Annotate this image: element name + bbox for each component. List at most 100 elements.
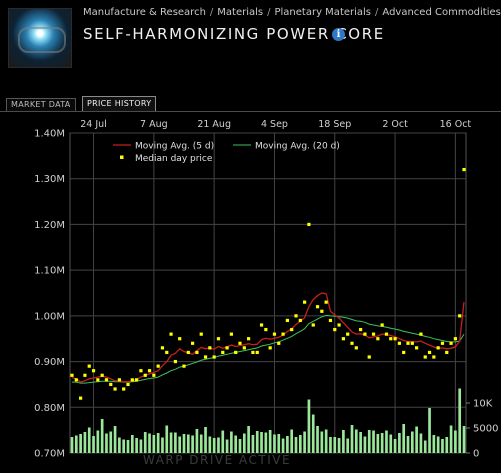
- median-price-point: [212, 355, 216, 359]
- legend-label-median: Median day price: [135, 154, 213, 164]
- median-price-point: [294, 314, 298, 318]
- plot-area: [69, 132, 467, 454]
- volume-bar: [290, 429, 294, 453]
- median-price-point: [277, 341, 281, 345]
- volume-bar: [195, 429, 199, 453]
- median-price-point: [70, 373, 74, 377]
- volume-bar: [337, 438, 341, 453]
- median-price-point: [79, 396, 83, 400]
- info-icon[interactable]: i: [332, 28, 345, 41]
- median-price-point: [255, 350, 259, 355]
- volume-bar: [350, 425, 354, 453]
- legend-swatch-median: [120, 155, 124, 159]
- volume-bar: [410, 431, 414, 453]
- median-price-point: [315, 305, 320, 309]
- volume-bar: [74, 435, 78, 453]
- volume-bar: [354, 429, 358, 453]
- breadcrumb-item-manufacture[interactable]: Manufacture & Research: [83, 7, 206, 18]
- median-price-point: [225, 346, 229, 350]
- median-price-point: [147, 369, 152, 373]
- y-tick-label: 0.80M: [34, 403, 65, 414]
- median-price-point: [359, 327, 363, 332]
- median-price-point: [303, 300, 307, 304]
- volume-bar: [83, 432, 87, 453]
- median-price-point: [449, 341, 453, 345]
- volume-tick-label: 10K: [473, 399, 493, 410]
- volume-bar: [273, 434, 276, 453]
- tab-market-data[interactable]: MARKET DATA: [6, 98, 76, 111]
- median-price-point: [458, 314, 462, 318]
- y-tick-label: 1.10M: [34, 266, 65, 277]
- x-tick-label: 16 Oct: [440, 119, 472, 130]
- volume-bar: [105, 433, 108, 453]
- volume-bar: [372, 430, 375, 453]
- median-price-point: [229, 332, 233, 336]
- median-price-point: [139, 369, 143, 373]
- median-price-point: [143, 373, 147, 377]
- median-price-point: [178, 337, 182, 341]
- volume-bar: [402, 424, 406, 453]
- volume-bar: [324, 429, 328, 453]
- median-price-point: [87, 364, 91, 368]
- volume-bar: [294, 437, 298, 453]
- median-price-point: [354, 346, 358, 350]
- volume-bar: [436, 436, 440, 453]
- volume-bar: [87, 427, 91, 453]
- volume-tick-label: 5000: [473, 424, 498, 435]
- volume-bar: [445, 437, 449, 453]
- volume-bar: [182, 434, 186, 453]
- median-price-point: [298, 318, 302, 323]
- volume-bar: [458, 388, 462, 453]
- x-tick-label: 4 Sep: [261, 119, 288, 130]
- volume-bar: [230, 431, 233, 453]
- volume-bar: [316, 426, 319, 453]
- median-price-point: [91, 369, 96, 373]
- volume-bar: [380, 433, 384, 453]
- volume-bar: [393, 439, 397, 453]
- median-price-point: [251, 350, 255, 355]
- breadcrumb-item-planetary-materials[interactable]: Planetary Materials: [274, 7, 372, 18]
- volume-bar: [242, 433, 246, 453]
- median-price-point: [152, 373, 156, 377]
- breadcrumb-item-advanced-commodities[interactable]: Advanced Commodities: [382, 7, 501, 18]
- median-price-point: [285, 318, 289, 323]
- volume-bar: [432, 435, 436, 453]
- volume-bar: [255, 431, 259, 453]
- x-tick-label: 2 Oct: [382, 119, 408, 130]
- volume-bar: [165, 425, 169, 453]
- volume-bar: [359, 432, 362, 453]
- median-price-point: [328, 318, 333, 323]
- median-price-point: [436, 346, 440, 350]
- median-price-point: [432, 355, 436, 359]
- median-price-point: [367, 355, 371, 359]
- breadcrumb-item-materials[interactable]: Materials: [217, 7, 264, 18]
- volume-bar: [277, 434, 281, 453]
- volume-bar: [415, 426, 418, 453]
- median-price-point: [290, 327, 294, 332]
- median-price-point: [393, 337, 397, 341]
- volume-bar: [303, 431, 306, 453]
- x-tick-label: 24 Jul: [80, 119, 107, 130]
- volume-bar: [333, 437, 337, 453]
- volume-bar: [96, 430, 100, 453]
- status-watermark: WARP DRIVE ACTIVE: [143, 453, 292, 467]
- volume-bar: [251, 435, 255, 453]
- median-price-point: [272, 332, 277, 336]
- median-price-point: [307, 222, 311, 227]
- median-price-point: [221, 350, 225, 355]
- volume-bar: [238, 439, 242, 453]
- tab-price-history[interactable]: PRICE HISTORY: [82, 96, 157, 111]
- median-price-point: [380, 323, 384, 327]
- median-price-point: [109, 382, 113, 387]
- volume-bar: [441, 439, 444, 453]
- median-price-point: [410, 341, 414, 345]
- volume-bar: [169, 432, 173, 453]
- median-price-point: [402, 350, 406, 355]
- median-price-point: [440, 341, 445, 345]
- volume-bar: [148, 433, 151, 453]
- volume-bar: [286, 436, 289, 453]
- volume-bar: [247, 426, 250, 453]
- median-price-point: [160, 346, 165, 350]
- median-price-point: [104, 378, 109, 382]
- median-price-point: [462, 167, 466, 172]
